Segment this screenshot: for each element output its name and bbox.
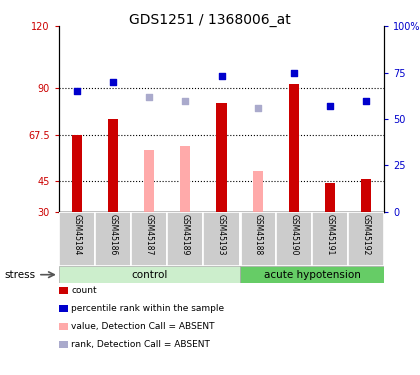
- Text: GSM45192: GSM45192: [362, 213, 371, 255]
- Bar: [131, 212, 167, 266]
- Point: [74, 88, 80, 94]
- Point: [110, 79, 116, 85]
- Bar: [348, 212, 384, 266]
- Bar: [108, 119, 118, 212]
- Text: GSM45193: GSM45193: [217, 213, 226, 255]
- Text: GSM45189: GSM45189: [181, 213, 190, 255]
- Point: [363, 98, 370, 104]
- Text: percentile rank within the sample: percentile rank within the sample: [71, 304, 225, 313]
- Text: GSM45184: GSM45184: [72, 213, 81, 255]
- Point: [327, 103, 333, 109]
- Point: [182, 98, 189, 104]
- Text: GSM45186: GSM45186: [108, 213, 118, 255]
- Bar: [276, 212, 312, 266]
- Bar: [59, 266, 240, 283]
- Text: GDS1251 / 1368006_at: GDS1251 / 1368006_at: [129, 13, 291, 27]
- Text: GSM45191: GSM45191: [326, 213, 335, 255]
- Bar: [240, 212, 276, 266]
- Bar: [325, 183, 335, 212]
- Text: value, Detection Call = ABSENT: value, Detection Call = ABSENT: [71, 322, 215, 331]
- Bar: [240, 266, 384, 283]
- Bar: [289, 84, 299, 212]
- Bar: [203, 212, 240, 266]
- Bar: [253, 171, 263, 212]
- Bar: [59, 212, 95, 266]
- Bar: [144, 150, 154, 212]
- Point: [218, 74, 225, 80]
- Text: stress: stress: [4, 270, 35, 279]
- Bar: [180, 146, 190, 212]
- Text: control: control: [131, 270, 168, 280]
- Point: [255, 105, 261, 111]
- Point: [291, 70, 297, 76]
- Text: GSM45190: GSM45190: [289, 213, 298, 255]
- Text: acute hypotension: acute hypotension: [263, 270, 360, 280]
- Bar: [361, 179, 371, 212]
- Text: count: count: [71, 286, 97, 295]
- Text: GSM45188: GSM45188: [253, 213, 262, 255]
- Text: GSM45187: GSM45187: [145, 213, 154, 255]
- Bar: [167, 212, 203, 266]
- Bar: [95, 212, 131, 266]
- Bar: [72, 135, 82, 212]
- Text: rank, Detection Call = ABSENT: rank, Detection Call = ABSENT: [71, 340, 210, 349]
- Bar: [216, 103, 227, 212]
- Bar: [312, 212, 348, 266]
- Point: [146, 94, 152, 100]
